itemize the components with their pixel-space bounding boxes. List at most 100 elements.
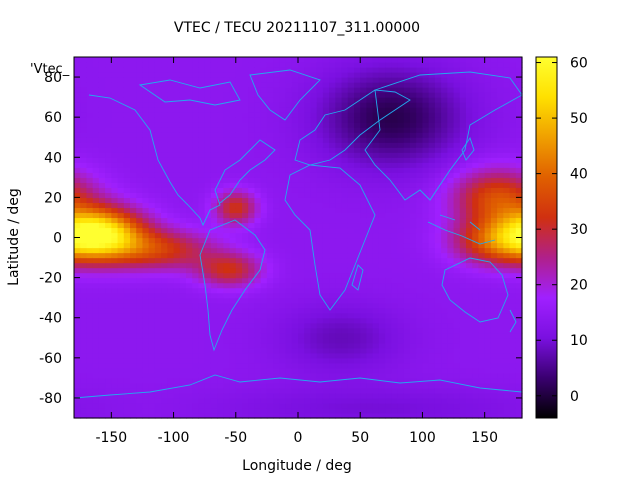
heatmap-cell bbox=[173, 362, 181, 369]
heatmap-cell bbox=[123, 367, 131, 374]
heatmap-cell bbox=[490, 407, 498, 414]
heatmap-cell bbox=[279, 217, 287, 224]
heatmap-cell bbox=[298, 217, 305, 224]
heatmap-cell bbox=[372, 152, 380, 158]
heatmap-cell bbox=[154, 297, 162, 304]
heatmap-cell bbox=[291, 347, 299, 354]
heatmap-cell bbox=[254, 67, 262, 73]
heatmap-cell bbox=[179, 357, 187, 364]
heatmap-cell bbox=[179, 252, 187, 259]
heatmap-cell bbox=[161, 92, 168, 98]
heatmap-cell bbox=[310, 342, 318, 349]
heatmap-cell bbox=[74, 307, 81, 314]
heatmap-cell bbox=[254, 122, 262, 128]
heatmap-cell bbox=[192, 307, 200, 314]
heatmap-cell bbox=[161, 102, 168, 108]
heatmap-cell bbox=[117, 132, 125, 138]
heatmap-cell bbox=[173, 102, 181, 108]
heatmap-cell bbox=[298, 92, 305, 98]
heatmap-cell bbox=[279, 72, 287, 78]
heatmap-cell bbox=[453, 72, 461, 78]
heatmap-cell bbox=[217, 352, 224, 359]
heatmap-cell bbox=[192, 337, 200, 344]
heatmap-cell bbox=[92, 322, 100, 329]
heatmap-cell bbox=[441, 372, 448, 379]
heatmap-cell bbox=[235, 202, 243, 209]
heatmap-cell bbox=[397, 57, 405, 63]
heatmap-cell bbox=[391, 312, 399, 319]
heatmap-cell bbox=[167, 267, 175, 274]
heatmap-cell bbox=[447, 167, 455, 173]
heatmap-cell bbox=[179, 317, 187, 324]
heatmap-cell bbox=[310, 112, 318, 118]
heatmap-cell bbox=[378, 172, 386, 178]
heatmap-cell bbox=[80, 322, 88, 329]
heatmap-cell bbox=[428, 312, 436, 319]
heatmap-cell bbox=[235, 267, 243, 274]
heatmap-cell bbox=[161, 297, 168, 304]
heatmap-cell bbox=[335, 202, 343, 209]
heatmap-cell bbox=[223, 307, 231, 314]
heatmap-cell bbox=[136, 122, 144, 128]
heatmap-cell bbox=[123, 207, 131, 214]
heatmap-cell bbox=[484, 362, 492, 369]
heatmap-cell bbox=[416, 92, 424, 98]
heatmap-cell bbox=[298, 352, 305, 359]
heatmap-cell bbox=[154, 392, 162, 399]
heatmap-cell bbox=[266, 157, 274, 163]
heatmap-cell bbox=[416, 107, 424, 113]
heatmap-cell bbox=[111, 302, 119, 309]
heatmap-cell bbox=[142, 367, 150, 374]
heatmap-cell bbox=[341, 412, 349, 419]
heatmap-cell bbox=[497, 147, 504, 153]
heatmap-cell bbox=[92, 212, 100, 219]
heatmap-cell bbox=[478, 222, 486, 229]
heatmap-cell bbox=[335, 337, 343, 344]
heatmap-cell bbox=[366, 142, 374, 148]
heatmap-cell bbox=[179, 322, 187, 329]
heatmap-cell bbox=[322, 212, 330, 219]
heatmap-cell bbox=[347, 207, 355, 214]
heatmap-cell bbox=[285, 277, 293, 284]
heatmap-cell bbox=[410, 292, 417, 299]
heatmap-cell bbox=[223, 382, 231, 389]
heatmap-cell bbox=[273, 287, 280, 294]
heatmap-cell bbox=[434, 172, 442, 178]
heatmap-cell bbox=[86, 322, 94, 329]
heatmap-cell bbox=[210, 362, 218, 369]
heatmap-cell bbox=[372, 397, 380, 404]
heatmap-cell bbox=[105, 82, 112, 88]
heatmap-cell bbox=[248, 227, 256, 234]
heatmap-cell bbox=[186, 217, 193, 224]
heatmap-cell bbox=[428, 297, 436, 304]
heatmap-cell bbox=[260, 297, 268, 304]
heatmap-cell bbox=[378, 237, 386, 244]
heatmap-cell bbox=[354, 387, 361, 394]
heatmap-cell bbox=[397, 247, 405, 254]
heatmap-cell bbox=[434, 202, 442, 209]
heatmap-cell bbox=[279, 97, 287, 103]
heatmap-cell bbox=[298, 117, 305, 123]
heatmap-cell bbox=[316, 182, 324, 188]
heatmap-cell bbox=[410, 252, 417, 259]
heatmap-cell bbox=[279, 372, 287, 379]
heatmap-cell bbox=[378, 227, 386, 234]
heatmap-cell bbox=[179, 367, 187, 374]
heatmap-cell bbox=[347, 227, 355, 234]
heatmap-cell bbox=[354, 192, 361, 198]
heatmap-cell bbox=[466, 122, 473, 128]
heatmap-cell bbox=[173, 122, 181, 128]
heatmap-cell bbox=[80, 192, 88, 198]
heatmap-cell bbox=[198, 127, 206, 133]
heatmap-cell bbox=[441, 92, 448, 98]
heatmap-cell bbox=[428, 92, 436, 98]
heatmap-cell bbox=[80, 232, 88, 239]
heatmap-cell bbox=[490, 182, 498, 188]
heatmap-cell bbox=[74, 407, 81, 414]
heatmap-cell bbox=[254, 307, 262, 314]
heatmap-cell bbox=[111, 347, 119, 354]
heatmap-cell bbox=[254, 347, 262, 354]
heatmap-cell bbox=[235, 372, 243, 379]
heatmap-cell bbox=[472, 82, 480, 88]
heatmap-cell bbox=[472, 327, 480, 334]
